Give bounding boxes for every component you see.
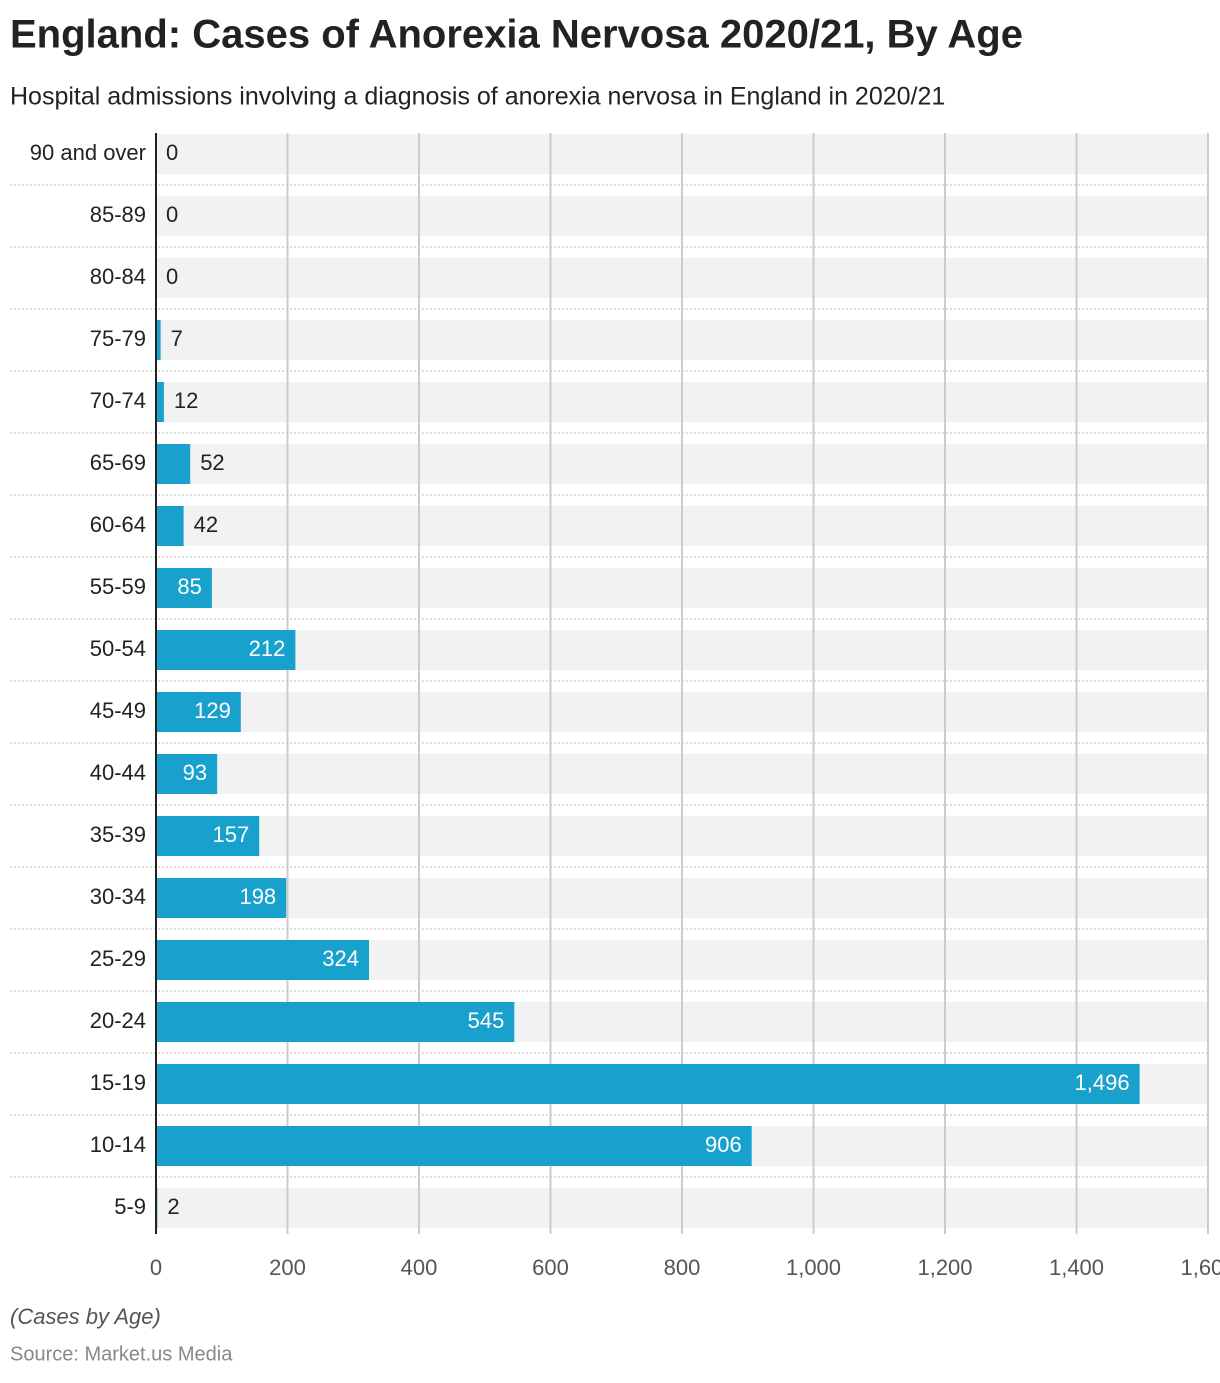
y-tick-label: 25-29 bbox=[90, 946, 146, 971]
bar bbox=[156, 568, 212, 608]
value-label: 906 bbox=[705, 1132, 742, 1157]
x-tick-label: 1,000 bbox=[786, 1255, 841, 1280]
y-tick-label: 70-74 bbox=[90, 388, 146, 413]
x-tick-label: 1,600 bbox=[1180, 1255, 1220, 1280]
y-tick-label: 55-59 bbox=[90, 574, 146, 599]
y-tick-label: 5-9 bbox=[114, 1194, 146, 1219]
x-tick-label: 0 bbox=[150, 1255, 162, 1280]
value-label: 1,496 bbox=[1075, 1070, 1130, 1095]
value-label: 324 bbox=[322, 946, 359, 971]
x-tick-label: 1,400 bbox=[1049, 1255, 1104, 1280]
value-label: 0 bbox=[166, 140, 178, 165]
bar bbox=[156, 692, 241, 732]
y-tick-label: 65-69 bbox=[90, 450, 146, 475]
y-tick-label: 30-34 bbox=[90, 884, 146, 909]
y-tick-label: 10-14 bbox=[90, 1132, 146, 1157]
value-label: 7 bbox=[171, 326, 183, 351]
value-label: 12 bbox=[174, 388, 198, 413]
bar bbox=[156, 630, 296, 670]
bar bbox=[156, 444, 191, 484]
value-label: 42 bbox=[194, 512, 218, 537]
value-label: 545 bbox=[468, 1008, 505, 1033]
y-tick-label: 20-24 bbox=[90, 1008, 146, 1033]
bar bbox=[156, 506, 184, 546]
value-label: 198 bbox=[239, 884, 276, 909]
y-tick-label: 40-44 bbox=[90, 760, 146, 785]
bar bbox=[156, 940, 370, 980]
bar bbox=[156, 1064, 1140, 1104]
bar bbox=[156, 1002, 515, 1042]
x-tick-label: 1,200 bbox=[917, 1255, 972, 1280]
x-tick-label: 600 bbox=[532, 1255, 569, 1280]
value-label: 212 bbox=[249, 636, 286, 661]
y-tick-label: 90 and over bbox=[30, 140, 146, 165]
source: Source: Market.us Media bbox=[10, 1343, 233, 1365]
bar bbox=[156, 816, 260, 856]
y-tick-label: 50-54 bbox=[90, 636, 146, 661]
bar bbox=[156, 1126, 752, 1166]
value-label: 85 bbox=[177, 574, 201, 599]
y-tick-label: 45-49 bbox=[90, 698, 146, 723]
note: (Cases by Age) bbox=[10, 1304, 161, 1329]
value-label: 52 bbox=[200, 450, 224, 475]
value-label: 157 bbox=[213, 822, 250, 847]
y-tick-label: 35-39 bbox=[90, 822, 146, 847]
value-label: 0 bbox=[166, 202, 178, 227]
bar bbox=[156, 878, 287, 918]
bar bbox=[156, 382, 164, 422]
x-tick-label: 400 bbox=[401, 1255, 438, 1280]
y-tick-label: 75-79 bbox=[90, 326, 146, 351]
chart-subtitle: Hospital admissions involving a diagnosi… bbox=[10, 83, 945, 111]
x-tick-label: 200 bbox=[269, 1255, 306, 1280]
x-tick-label: 800 bbox=[664, 1255, 701, 1280]
y-tick-label: 80-84 bbox=[90, 264, 146, 289]
y-tick-label: 60-64 bbox=[90, 512, 146, 537]
bar bbox=[156, 754, 218, 794]
bar bbox=[156, 320, 161, 360]
chart-title: England: Cases of Anorexia Nervosa 2020/… bbox=[10, 13, 1023, 57]
value-label: 129 bbox=[194, 698, 231, 723]
y-tick-label: 15-19 bbox=[90, 1070, 146, 1095]
y-tick-label: 85-89 bbox=[90, 202, 146, 227]
value-label: 93 bbox=[183, 760, 207, 785]
value-label: 0 bbox=[166, 264, 178, 289]
value-label: 2 bbox=[167, 1194, 179, 1219]
